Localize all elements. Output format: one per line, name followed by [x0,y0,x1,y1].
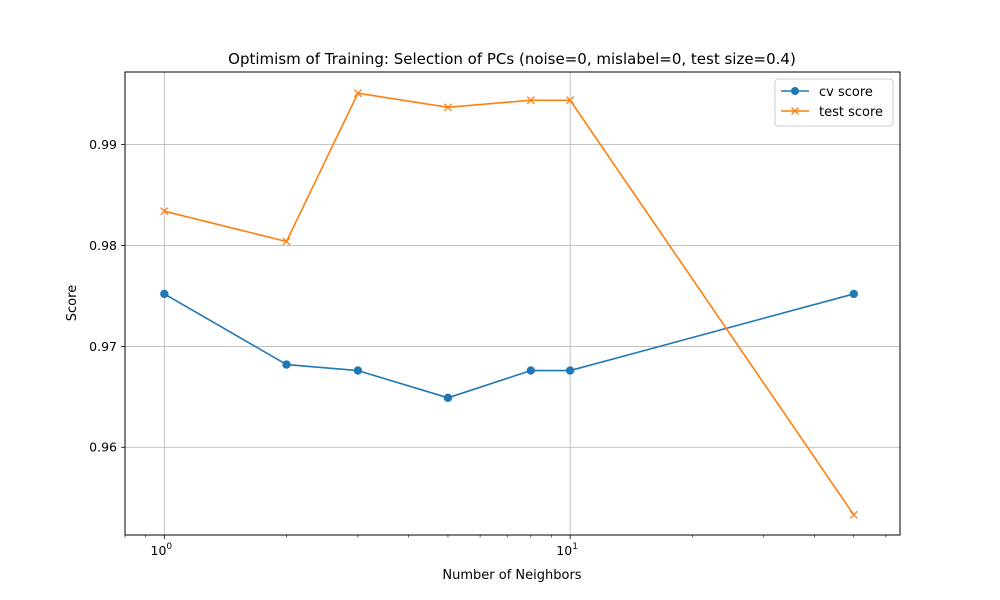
data-point-x [353,89,362,98]
data-point-circle [282,360,291,369]
series-layer [160,89,858,519]
plot-frame [124,71,901,536]
y-tick-label: 0.99 [89,137,117,152]
legend-cv-label: cv score [819,85,873,100]
y-axis-label: Score [65,285,80,321]
legend-cv-marker [791,87,799,95]
data-point-circle [849,289,858,299]
data-point-circle [160,289,169,299]
x-axis-label: Number of Neighbors [442,568,581,583]
data-point-x [526,96,535,105]
legend: cv score test score [774,78,894,127]
data-point-x [849,510,858,519]
data-point-x [282,237,291,246]
data-point-circle [565,366,575,375]
data-point-x [566,96,575,105]
y-tick-label: 0.97 [89,339,117,354]
data-point-circle [353,366,363,375]
data-point-x [160,207,169,216]
data-point-circle [443,393,453,403]
chart-title: Optimism of Training: Selection of PCs (… [228,50,796,68]
legend-test-label: test score [819,105,883,120]
data-point-x [443,103,453,112]
y-tick-label: 0.96 [89,440,117,455]
data-point-circle [526,366,535,375]
y-tick-label: 0.98 [89,238,117,253]
legend-test-marker [791,107,799,115]
